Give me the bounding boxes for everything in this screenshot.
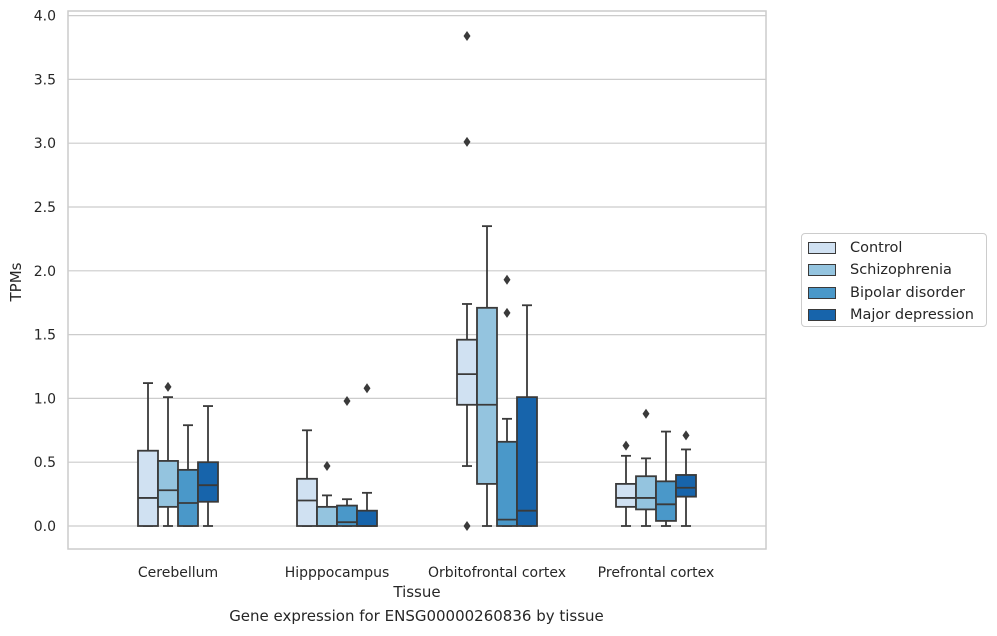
x-tick-label: Cerebellum	[138, 565, 218, 581]
x-tick-label: Hipppocampus	[285, 565, 390, 581]
y-tick-label: 3.5	[34, 72, 56, 88]
legend-item: Major depression	[808, 304, 986, 326]
outlier-point	[343, 395, 351, 406]
y-tick-label: 0.5	[34, 455, 56, 471]
box-groups	[137, 31, 697, 531]
box-body	[635, 475, 657, 511]
legend: Control Schizophrenia Bipolar disorder Majo…	[801, 233, 987, 327]
box-body	[675, 474, 697, 498]
box-body	[296, 477, 318, 527]
box-body	[137, 449, 159, 527]
x-tick-label: Orbitofrontal cortex	[428, 565, 566, 581]
outlier-point	[622, 440, 630, 451]
box-body	[456, 338, 478, 406]
box-bipolar-disorder	[496, 274, 518, 527]
y-tick-label: 4.0	[34, 9, 56, 25]
legend-swatch	[808, 309, 836, 322]
legend-label: Major depression	[850, 307, 974, 324]
box-body	[177, 468, 199, 527]
box-body	[496, 440, 518, 527]
box-major-depression	[197, 405, 219, 527]
box-major-depression	[675, 430, 697, 527]
box-body	[316, 505, 338, 527]
legend-swatch	[808, 264, 836, 277]
box-bipolar-disorder	[336, 395, 358, 527]
box-body	[615, 482, 637, 508]
box-bipolar-disorder	[655, 430, 677, 527]
y-tick-label: 0.0	[34, 519, 56, 535]
box-major-depression	[516, 304, 538, 527]
y-tick-label: 1.5	[34, 328, 56, 344]
y-tick-labels: 0.0 0.5 1.0 1.5 2.0 2.5 3.0 3.5 4.0	[34, 9, 56, 535]
y-tick-label: 2.5	[34, 200, 56, 216]
x-axis-label: Tissue	[392, 583, 440, 601]
y-tick-label: 3.0	[34, 136, 56, 152]
box-body	[476, 306, 498, 485]
box-control	[456, 31, 478, 531]
grid-lines	[68, 15, 766, 527]
outlier-point	[642, 408, 650, 419]
outlier-point	[503, 274, 511, 285]
plot-area	[67, 10, 767, 550]
box-body	[655, 480, 677, 522]
outlier-point	[164, 381, 172, 392]
outlier-point	[363, 383, 371, 394]
x-tick-label: Prefrontal cortex	[598, 565, 715, 581]
legend-label: Schizophrenia	[850, 262, 952, 279]
box-control	[296, 429, 318, 527]
outlier-point	[682, 430, 690, 441]
box-body	[356, 509, 378, 527]
chart-caption: Gene expression for ENSG00000260836 by t…	[229, 607, 604, 625]
legend-label: Control	[850, 240, 903, 257]
outlier-point	[463, 31, 471, 42]
legend-item: Control	[808, 237, 986, 259]
outlier-point	[503, 307, 511, 318]
outlier-point	[323, 461, 331, 472]
box-schizophrenia	[157, 381, 179, 527]
x-tick-labels: Cerebellum Hipppocampus Orbitofrontal cort…	[138, 565, 714, 581]
outlier-point	[463, 521, 471, 531]
box-control	[137, 382, 159, 527]
legend-item: Bipolar disorder	[808, 282, 986, 304]
box-major-depression	[356, 383, 378, 527]
legend-swatch	[808, 242, 836, 255]
box-schizophrenia	[316, 461, 338, 527]
y-axis-label: TPMs	[7, 262, 25, 302]
box-body	[157, 460, 179, 508]
legend-label: Bipolar disorder	[850, 284, 965, 301]
box-control	[615, 440, 637, 527]
legend-item: Schizophrenia	[808, 259, 986, 281]
box-schizophrenia	[635, 408, 657, 527]
box-schizophrenia	[476, 225, 498, 527]
box-body	[197, 461, 219, 503]
y-tick-label: 2.0	[34, 264, 56, 280]
legend-swatch	[808, 286, 836, 299]
outlier-point	[463, 136, 471, 147]
box-body	[516, 396, 538, 527]
box-bipolar-disorder	[177, 424, 199, 527]
y-tick-label: 1.0	[34, 391, 56, 407]
